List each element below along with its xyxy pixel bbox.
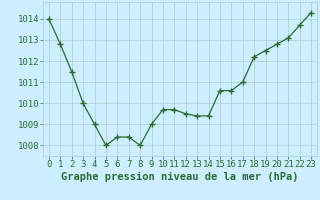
X-axis label: Graphe pression niveau de la mer (hPa): Graphe pression niveau de la mer (hPa) xyxy=(61,172,299,182)
